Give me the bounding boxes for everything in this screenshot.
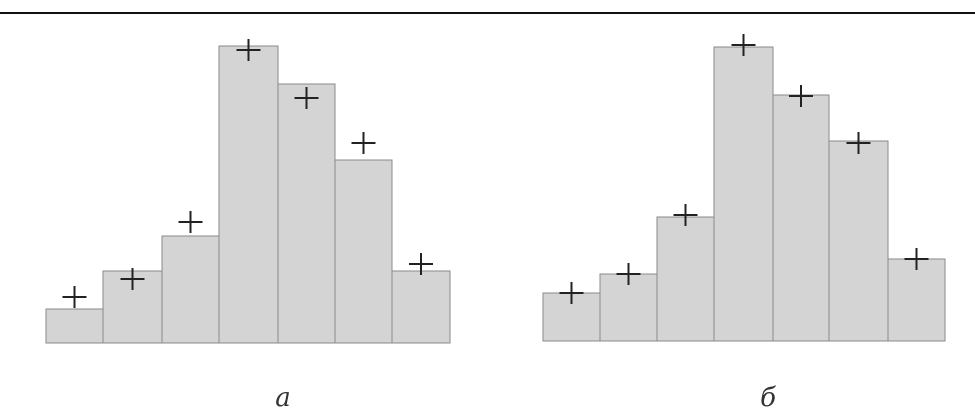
- plus-marker-b-5: [789, 85, 813, 107]
- histogram-bar-b-4: [713, 46, 774, 342]
- histogram-bar-a-3: [161, 235, 220, 344]
- histogram-bar-a-7: [391, 270, 451, 344]
- plus-marker-a-2: [120, 268, 145, 290]
- plus-marker-a-5: [294, 87, 319, 109]
- histogram-bar-b-5: [772, 94, 830, 342]
- plus-marker-a-6: [351, 132, 376, 154]
- histogram-bar-b-6: [828, 140, 889, 342]
- plus-marker-b-6: [846, 132, 871, 154]
- histogram-panel-a: [45, 39, 451, 344]
- histogram-panel-b: [542, 34, 946, 342]
- plus-marker-b-1: [559, 282, 584, 304]
- plus-marker-b-7: [904, 248, 929, 270]
- histogram-bar-b-7: [887, 258, 946, 342]
- histogram-bar-a-6: [334, 159, 393, 344]
- histogram-bar-b-2: [599, 273, 658, 342]
- histogram-bar-a-1: [45, 308, 104, 344]
- plus-marker-a-7: [409, 253, 433, 275]
- plus-marker-a-1: [62, 286, 87, 308]
- plus-marker-b-4: [731, 34, 756, 56]
- plus-marker-a-4: [236, 39, 261, 61]
- histogram-bar-a-5: [277, 83, 336, 344]
- histogram-bar-a-4: [218, 45, 279, 344]
- plus-marker-b-2: [616, 263, 641, 285]
- plus-marker-a-3: [178, 211, 203, 233]
- panel-caption-a: а: [275, 383, 291, 409]
- plus-marker-b-3: [673, 204, 698, 226]
- panel-caption-b: б: [760, 383, 776, 409]
- histogram-bar-b-3: [656, 216, 715, 342]
